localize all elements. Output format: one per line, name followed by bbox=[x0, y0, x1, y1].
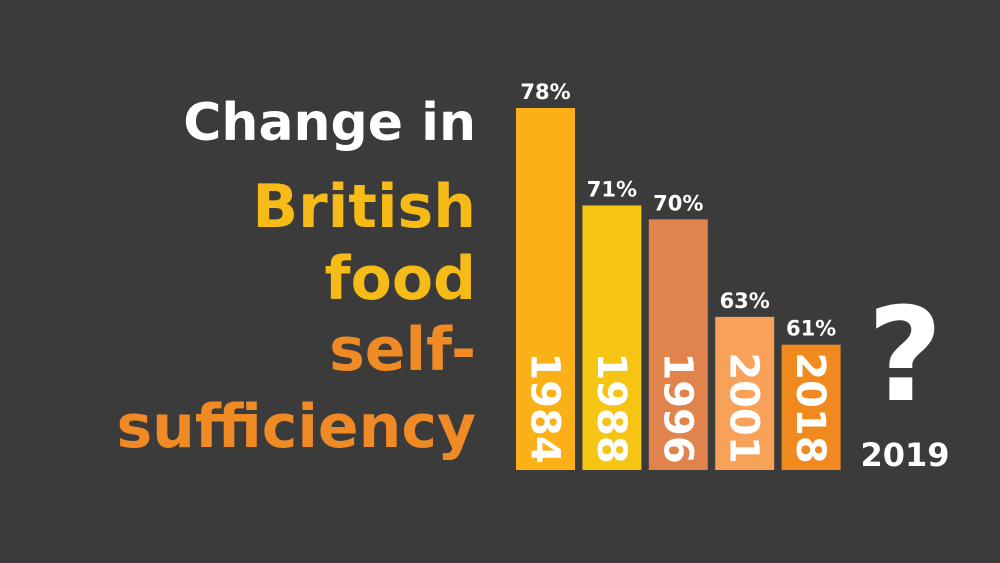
category-label: 1984 bbox=[522, 352, 568, 463]
bar bbox=[781, 344, 841, 470]
title-line: food bbox=[325, 244, 477, 314]
title-line: Change in bbox=[183, 93, 476, 153]
title-line: British bbox=[252, 172, 476, 242]
category-label: 2018 bbox=[787, 352, 833, 463]
annotation: ? bbox=[867, 279, 942, 431]
title-line: self- bbox=[329, 315, 476, 385]
bar bbox=[516, 108, 575, 470]
value-label: 71% bbox=[587, 177, 637, 201]
value-label: 70% bbox=[653, 191, 703, 215]
value-label: 63% bbox=[720, 289, 770, 313]
bar bbox=[582, 205, 642, 470]
value-label: 78% bbox=[520, 80, 570, 104]
annotation-label: 2019 bbox=[860, 436, 949, 474]
category-label: 1988 bbox=[588, 352, 634, 463]
category-label: 2001 bbox=[721, 352, 767, 463]
bar bbox=[648, 219, 708, 470]
bar bbox=[715, 316, 775, 470]
title-line: sufficiency bbox=[116, 392, 476, 462]
value-label: 61% bbox=[786, 317, 836, 341]
category-label: 1996 bbox=[654, 352, 700, 463]
bars: 78% 1984 71% 1988 70% 1996 63% 2001 61% 2018 bbox=[516, 80, 841, 470]
